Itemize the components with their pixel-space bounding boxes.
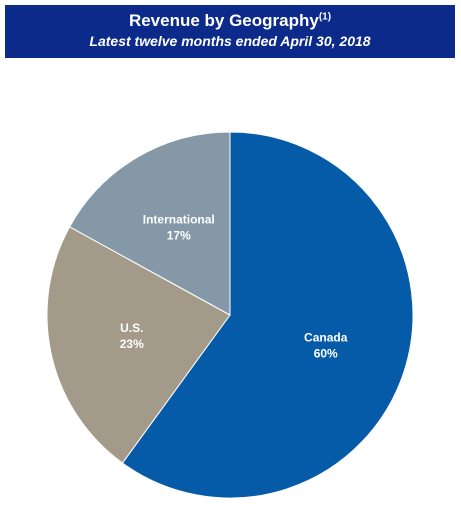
value-label: 60% [314,346,338,360]
slice-label: Canada [304,330,348,344]
chart: Canada 60% U.S. 23% International 17% [46,131,414,499]
chart-title: Revenue by Geography(1) [5,11,455,31]
title-text: Revenue by Geography [128,11,319,30]
slice-label: International [143,213,215,227]
title-note: (1) [318,11,332,23]
header: Revenue by Geography(1) Latest twelve mo… [5,5,455,58]
pie-slice [46,226,231,464]
value-label: 23% [120,337,144,351]
pie-slice [68,131,231,316]
pie-slice [121,131,414,499]
chart-subtitle: Latest twelve months ended April 30, 201… [89,33,371,49]
value-label: 17% [167,229,191,243]
slice-label: U.S. [120,321,143,335]
